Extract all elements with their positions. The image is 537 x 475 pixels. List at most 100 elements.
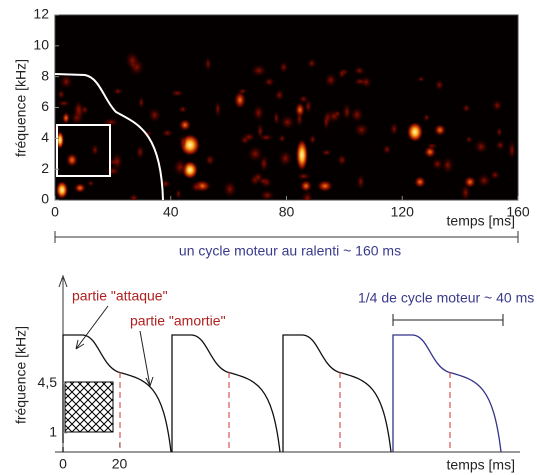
spectrogram-blob — [296, 172, 311, 181]
cycle-curve — [392, 334, 502, 453]
spectrogram-blob — [382, 144, 392, 155]
spectrogram-blob — [353, 122, 370, 137]
cycle-curves — [62, 334, 502, 453]
spectrogram-blob — [204, 56, 212, 72]
spectrogram-blob — [300, 180, 312, 192]
spectrogram-blob — [321, 148, 332, 157]
spectrogram-blob — [426, 142, 438, 150]
cycle-curve — [282, 334, 392, 453]
spectrogram-blob — [242, 132, 256, 142]
spectrogram-blob — [125, 51, 140, 70]
quarter-bracket — [392, 314, 504, 326]
spectrogram-blob — [414, 176, 426, 188]
plot-area — [54, 14, 519, 201]
annotation: 1/4 de cycle moteur ~ 40 ms — [358, 290, 534, 306]
spectrogram-blob — [434, 124, 446, 136]
spectrogram-blob — [259, 189, 275, 200]
spectrogram-blob — [259, 154, 269, 173]
spectrogram-blob — [353, 77, 367, 86]
spectrogram-blob — [66, 153, 78, 167]
spectrogram-blob — [128, 193, 140, 200]
spectrogram-blob — [296, 139, 308, 171]
spectrogram-blob — [135, 144, 145, 160]
spectrogram-blob — [342, 103, 352, 121]
spectrogram-blob — [205, 154, 215, 166]
y-tick-label: 4 — [41, 129, 49, 145]
spectrogram-blob — [263, 77, 275, 87]
spectrogram-blob — [237, 88, 248, 95]
spectrogram-blob — [490, 170, 500, 180]
spectrogram-blob — [148, 107, 162, 123]
y-tick-label: 10 — [33, 37, 49, 53]
x-tick-label: 40 — [163, 204, 179, 220]
y-axis-label: fréquence [kHz] — [13, 59, 29, 157]
spectrogram-blob — [172, 158, 188, 177]
spectrogram-blob — [73, 100, 84, 119]
spectrogram-blob — [178, 105, 188, 114]
schematic-panel: fréquence [kHz] temps [ms] partie "attaq… — [13, 274, 534, 473]
spectrogram-blob — [274, 89, 285, 102]
y-tick-label: 1 — [49, 424, 57, 440]
spectrogram-panel: fréquence [kHz] temps [ms] un cycle mote… — [13, 6, 530, 259]
spectrogram-blob — [87, 179, 95, 187]
spectrogram-blob — [317, 180, 333, 192]
annotation: partie "attaque" — [72, 288, 168, 304]
spectrogram-blob — [465, 135, 473, 144]
cycle-curve — [62, 334, 172, 453]
cycle-bracket — [54, 231, 519, 243]
spectrogram-blob — [179, 119, 191, 131]
spectrogram-blob — [62, 112, 70, 124]
spectrogram-blob — [477, 173, 491, 188]
x-tick-label: 120 — [391, 204, 415, 220]
spectrogram-blob — [295, 110, 304, 128]
spectrogram-blob — [460, 184, 471, 200]
y-tick-label: 0 — [41, 191, 49, 207]
spectrogram-blob — [423, 113, 431, 122]
spectrogram-blob — [495, 140, 505, 151]
spectrogram-blob — [280, 114, 295, 130]
spectrogram-blob — [190, 181, 203, 193]
spectrogram-blob — [407, 122, 423, 142]
spectrogram-blob — [508, 140, 516, 160]
spectrogram-blob — [57, 99, 70, 107]
spectrogram-blob — [338, 69, 346, 79]
spectrogram-blob — [170, 89, 184, 97]
x-axis-label: temps [ms] — [447, 213, 515, 229]
y-tick-label: 6 — [41, 98, 49, 114]
spectrogram-blob — [55, 125, 61, 132]
spectrogram-blob — [301, 190, 314, 200]
x-tick-label: 80 — [279, 204, 295, 220]
spectrogram-blob — [298, 94, 309, 104]
y-tick-label: 2 — [41, 160, 49, 176]
spectrogram-blob — [337, 154, 347, 166]
annotation: un cycle moteur au ralenti ~ 160 ms — [179, 243, 401, 259]
x-tick-label: 0 — [51, 204, 59, 220]
spectrogram-blob — [474, 139, 489, 154]
spectrogram-image — [55, 51, 516, 200]
spectrogram-blob — [247, 145, 264, 163]
arrow — [139, 330, 154, 387]
spectrogram-blob — [307, 58, 317, 69]
spectrogram-blob — [111, 152, 123, 171]
spectrogram-blob — [161, 128, 174, 138]
spectrogram-blob — [278, 134, 286, 143]
y-tick-label: 4,5 — [38, 374, 58, 390]
spectrogram-blob — [252, 104, 265, 122]
spectrogram-blob — [214, 100, 222, 118]
spectrogram-blob — [353, 66, 365, 76]
spectrogram-blob — [179, 134, 187, 150]
spectrogram-blob — [59, 74, 73, 89]
envelope-outline — [54, 73, 164, 201]
spectrogram-blob — [279, 61, 289, 74]
x-tick-label: 0 — [59, 456, 67, 472]
spectrogram-blob — [492, 99, 503, 112]
spectrogram-blob — [462, 103, 471, 113]
spectrogram-blob — [278, 149, 293, 167]
spectrogram-blob — [309, 134, 317, 145]
spectrogram-blob — [434, 79, 445, 91]
spectrogram-blob — [56, 181, 68, 199]
spectrogram-blob — [258, 133, 274, 142]
spectrogram-blob — [223, 180, 237, 198]
hatched-region — [64, 381, 114, 433]
spectrogram-blob — [234, 91, 246, 109]
